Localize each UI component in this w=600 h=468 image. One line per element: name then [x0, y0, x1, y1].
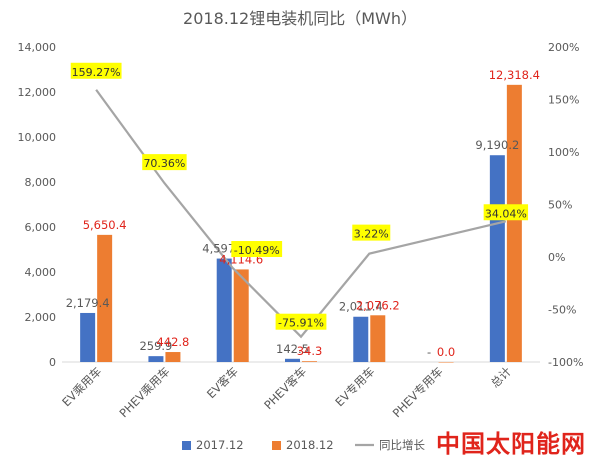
bar-2017-12 [353, 316, 369, 362]
line-data-label: 159.27% [72, 66, 121, 79]
bar-2018-12 [506, 84, 522, 362]
data-label-2018-12: 2,076.2 [356, 298, 400, 312]
data-label-2017-12: - [427, 345, 431, 359]
line-data-label: -75.91% [278, 317, 324, 330]
data-label-2017-12: 2,179.4 [66, 296, 110, 310]
y-left-tick-label: 8,000 [25, 176, 57, 189]
data-label-2018-12: 34.3 [297, 344, 323, 358]
y-left-tick-label: 12,000 [18, 86, 57, 99]
y-right-tick-label: -100% [548, 356, 583, 369]
bar-2018-12 [302, 361, 317, 362]
y-right-tick-label: 50% [548, 199, 572, 212]
y-right-tick-label: 150% [548, 94, 579, 107]
legend-label-yoy: 同比增长 [379, 438, 425, 452]
x-tick-label: EV乘用车 [59, 364, 104, 409]
line-label-bg [70, 62, 122, 79]
y-right-tick-label: -50% [548, 304, 576, 317]
chart-title: 2018.12锂电装机同比（MWh） [183, 9, 417, 28]
bar-2017-12 [285, 358, 300, 362]
x-tick-label: PHEV专用车 [390, 364, 446, 420]
data-label-2018-12: 12,318.4 [489, 68, 540, 82]
data-label-2018-12: 0.0 [437, 345, 455, 359]
y-right-tick-label: 100% [548, 146, 579, 159]
bar-2017-12 [148, 356, 164, 362]
x-tick-label: EV客车 [204, 364, 241, 401]
bar-2017-12 [489, 155, 505, 362]
watermark-text: 中国太阳能网 [436, 430, 586, 458]
line-yoy-growth [95, 89, 507, 339]
line-data-label: 34.04% [485, 207, 527, 220]
y-left-tick-label: 14,000 [18, 41, 57, 54]
bar-2017-12 [80, 312, 96, 362]
line-label-bg [231, 241, 283, 258]
bar-2018-12 [438, 362, 454, 363]
y-right-tick-label: 0% [548, 251, 565, 264]
y-left-tick-label: 10,000 [18, 131, 57, 144]
bar-2017-12 [216, 258, 232, 362]
bar-2018-12 [165, 352, 181, 362]
y-left-tick-label: 6,000 [25, 221, 57, 234]
legend-swatch-2018-12 [272, 441, 281, 450]
line-label-bg [483, 204, 529, 221]
x-tick-label: PHEV乘用车 [117, 364, 173, 420]
data-label-2017-12: 2,011.4 [339, 300, 383, 314]
bar-2018-12 [370, 315, 386, 362]
x-tick-label: PHEV客车 [261, 364, 309, 412]
line-data-label: -10.49% [234, 244, 280, 257]
x-tick-label: 总计 [488, 364, 515, 391]
y-right-tick-label: 200% [548, 41, 579, 54]
line-label-bg [275, 313, 327, 330]
data-label-2017-12: 259.9 [139, 339, 172, 353]
x-tick-label: EV专用车 [332, 364, 377, 409]
data-label-2018-12: 442.8 [156, 335, 189, 349]
legend-swatch-2017-12 [182, 441, 191, 450]
y-left-tick-label: 4,000 [25, 266, 57, 279]
line-data-label: 3.22% [354, 228, 389, 241]
legend-label-2018-12: 2018.12 [286, 438, 334, 452]
data-label-2018-12: 5,650.4 [83, 218, 127, 232]
line-label-bg [352, 224, 391, 241]
line-label-bg [142, 154, 187, 171]
bar-2018-12 [233, 269, 249, 362]
y-left-tick-label: 2,000 [25, 311, 57, 324]
y-left-tick-label: 0 [49, 356, 56, 369]
data-label-2017-12: 9,190.2 [475, 138, 519, 152]
legend-label-2017-12: 2017.12 [196, 438, 244, 452]
bar-2018-12 [97, 234, 113, 362]
data-label-2017-12: 142.5 [276, 342, 309, 356]
line-data-label: 70.36% [143, 157, 185, 170]
